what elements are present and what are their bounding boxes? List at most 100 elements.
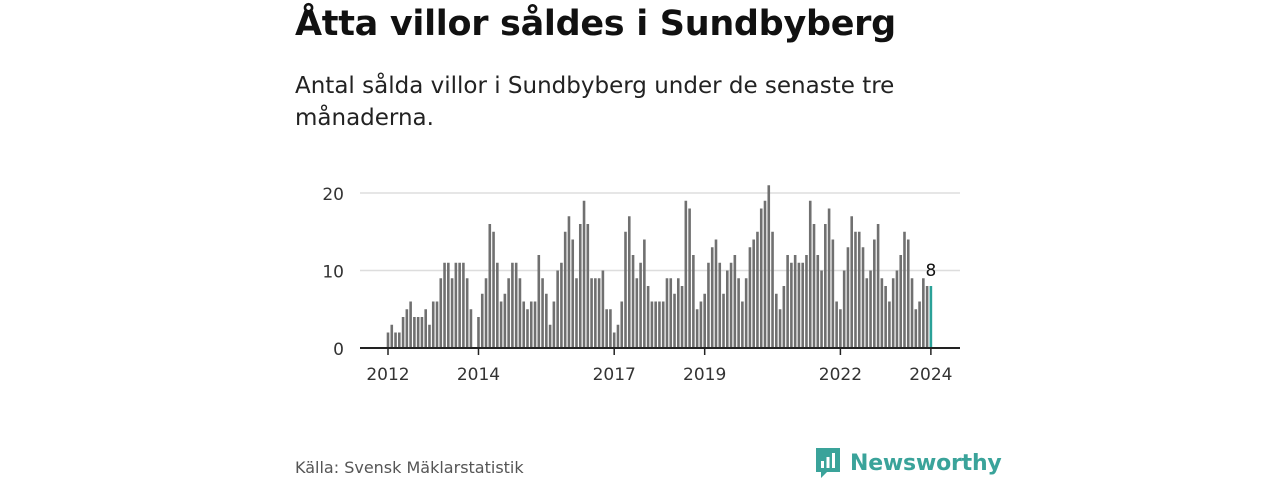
bar-chart: 0 10 20 2012 2014 2017 2019 2022 2024 8: [322, 185, 960, 385]
bar: [541, 278, 544, 348]
bar: [560, 262, 563, 348]
bar: [808, 200, 812, 348]
bar: [759, 208, 763, 348]
source-note: Källa: Svensk Mäklarstatistik: [295, 458, 524, 477]
bar: [386, 332, 390, 348]
chart-subtitle: Antal sålda villor i Sundbyberg under de…: [295, 73, 895, 131]
bar: [925, 286, 929, 348]
bar: [680, 286, 684, 348]
x-tick-label: 2022: [819, 365, 862, 385]
bar: [514, 262, 518, 348]
bar: [503, 293, 507, 348]
bar: [820, 270, 823, 348]
bar: [854, 231, 857, 348]
bar: [665, 278, 669, 348]
bar: [462, 262, 465, 348]
bar: [590, 278, 593, 348]
y-tick-label: 0: [333, 340, 344, 360]
bar: [707, 262, 710, 348]
bar: [405, 309, 409, 348]
bar: [563, 231, 567, 348]
bar: [594, 278, 597, 348]
bar: [824, 224, 827, 348]
bar: [413, 317, 416, 348]
bar: [435, 301, 439, 348]
bar: [827, 208, 831, 348]
bar: [548, 324, 552, 348]
bar: [454, 262, 458, 348]
bar: [398, 332, 401, 348]
bar: [673, 293, 676, 348]
bar: [526, 309, 529, 348]
brand-logo: Newsworthy: [814, 446, 1002, 480]
bar: [582, 200, 586, 348]
bar: [752, 239, 755, 348]
bar: [895, 270, 899, 348]
bar: [888, 301, 891, 348]
bar: [899, 255, 903, 348]
bar: [507, 278, 510, 348]
bar: [661, 301, 665, 348]
bar: [529, 301, 533, 348]
bar: [533, 301, 537, 348]
bar: [639, 262, 642, 348]
bar: [831, 239, 835, 348]
bar: [643, 239, 646, 348]
bar: [401, 317, 405, 348]
bar: [891, 278, 895, 348]
bar: [424, 309, 427, 348]
bar: [692, 255, 695, 348]
bar: [484, 278, 488, 348]
bar: [714, 239, 718, 348]
bar: [688, 208, 691, 348]
bar: [906, 239, 910, 348]
bar: [575, 278, 578, 348]
bar: [605, 309, 608, 348]
brand-name: Newsworthy: [850, 450, 1002, 476]
bar: [443, 262, 446, 348]
bar: [876, 224, 880, 348]
bar: [409, 301, 412, 348]
bar: [778, 309, 782, 348]
bar: [880, 278, 884, 348]
bar: [684, 200, 688, 348]
y-tick-label: 10: [322, 263, 344, 283]
bar: [567, 216, 571, 348]
bar: [865, 278, 869, 348]
x-tick-label: 2014: [457, 365, 500, 385]
bar: [922, 278, 925, 348]
bar: [469, 309, 473, 348]
bar: [884, 286, 887, 348]
bar: [654, 301, 657, 348]
bar: [801, 262, 804, 348]
bar: [496, 262, 499, 348]
bar: [782, 286, 786, 348]
bar: [805, 255, 808, 348]
bar: [857, 231, 861, 348]
bar: [733, 255, 737, 348]
bar: [669, 278, 673, 348]
bar: [726, 270, 729, 348]
newsworthy-logo-icon: [816, 448, 840, 478]
bar: [869, 270, 872, 348]
x-tick-label: 2012: [366, 365, 409, 385]
bar: [416, 317, 420, 348]
bar: [710, 247, 714, 348]
bar: [695, 309, 699, 348]
bar: [676, 278, 680, 348]
bar: [775, 293, 778, 348]
bar: [903, 231, 906, 348]
bar: [420, 317, 424, 348]
bar: [597, 278, 601, 348]
bar: [861, 247, 865, 348]
bar: [646, 286, 650, 348]
bar: [763, 200, 767, 348]
bar: [767, 185, 771, 348]
bar: [620, 301, 624, 348]
bar: [571, 239, 575, 348]
chart-title: Åtta villor såldes i Sundbyberg: [295, 4, 896, 44]
bar: [703, 293, 706, 348]
bar: [793, 255, 797, 348]
x-tick-label: 2019: [683, 365, 726, 385]
bar: [918, 301, 921, 348]
